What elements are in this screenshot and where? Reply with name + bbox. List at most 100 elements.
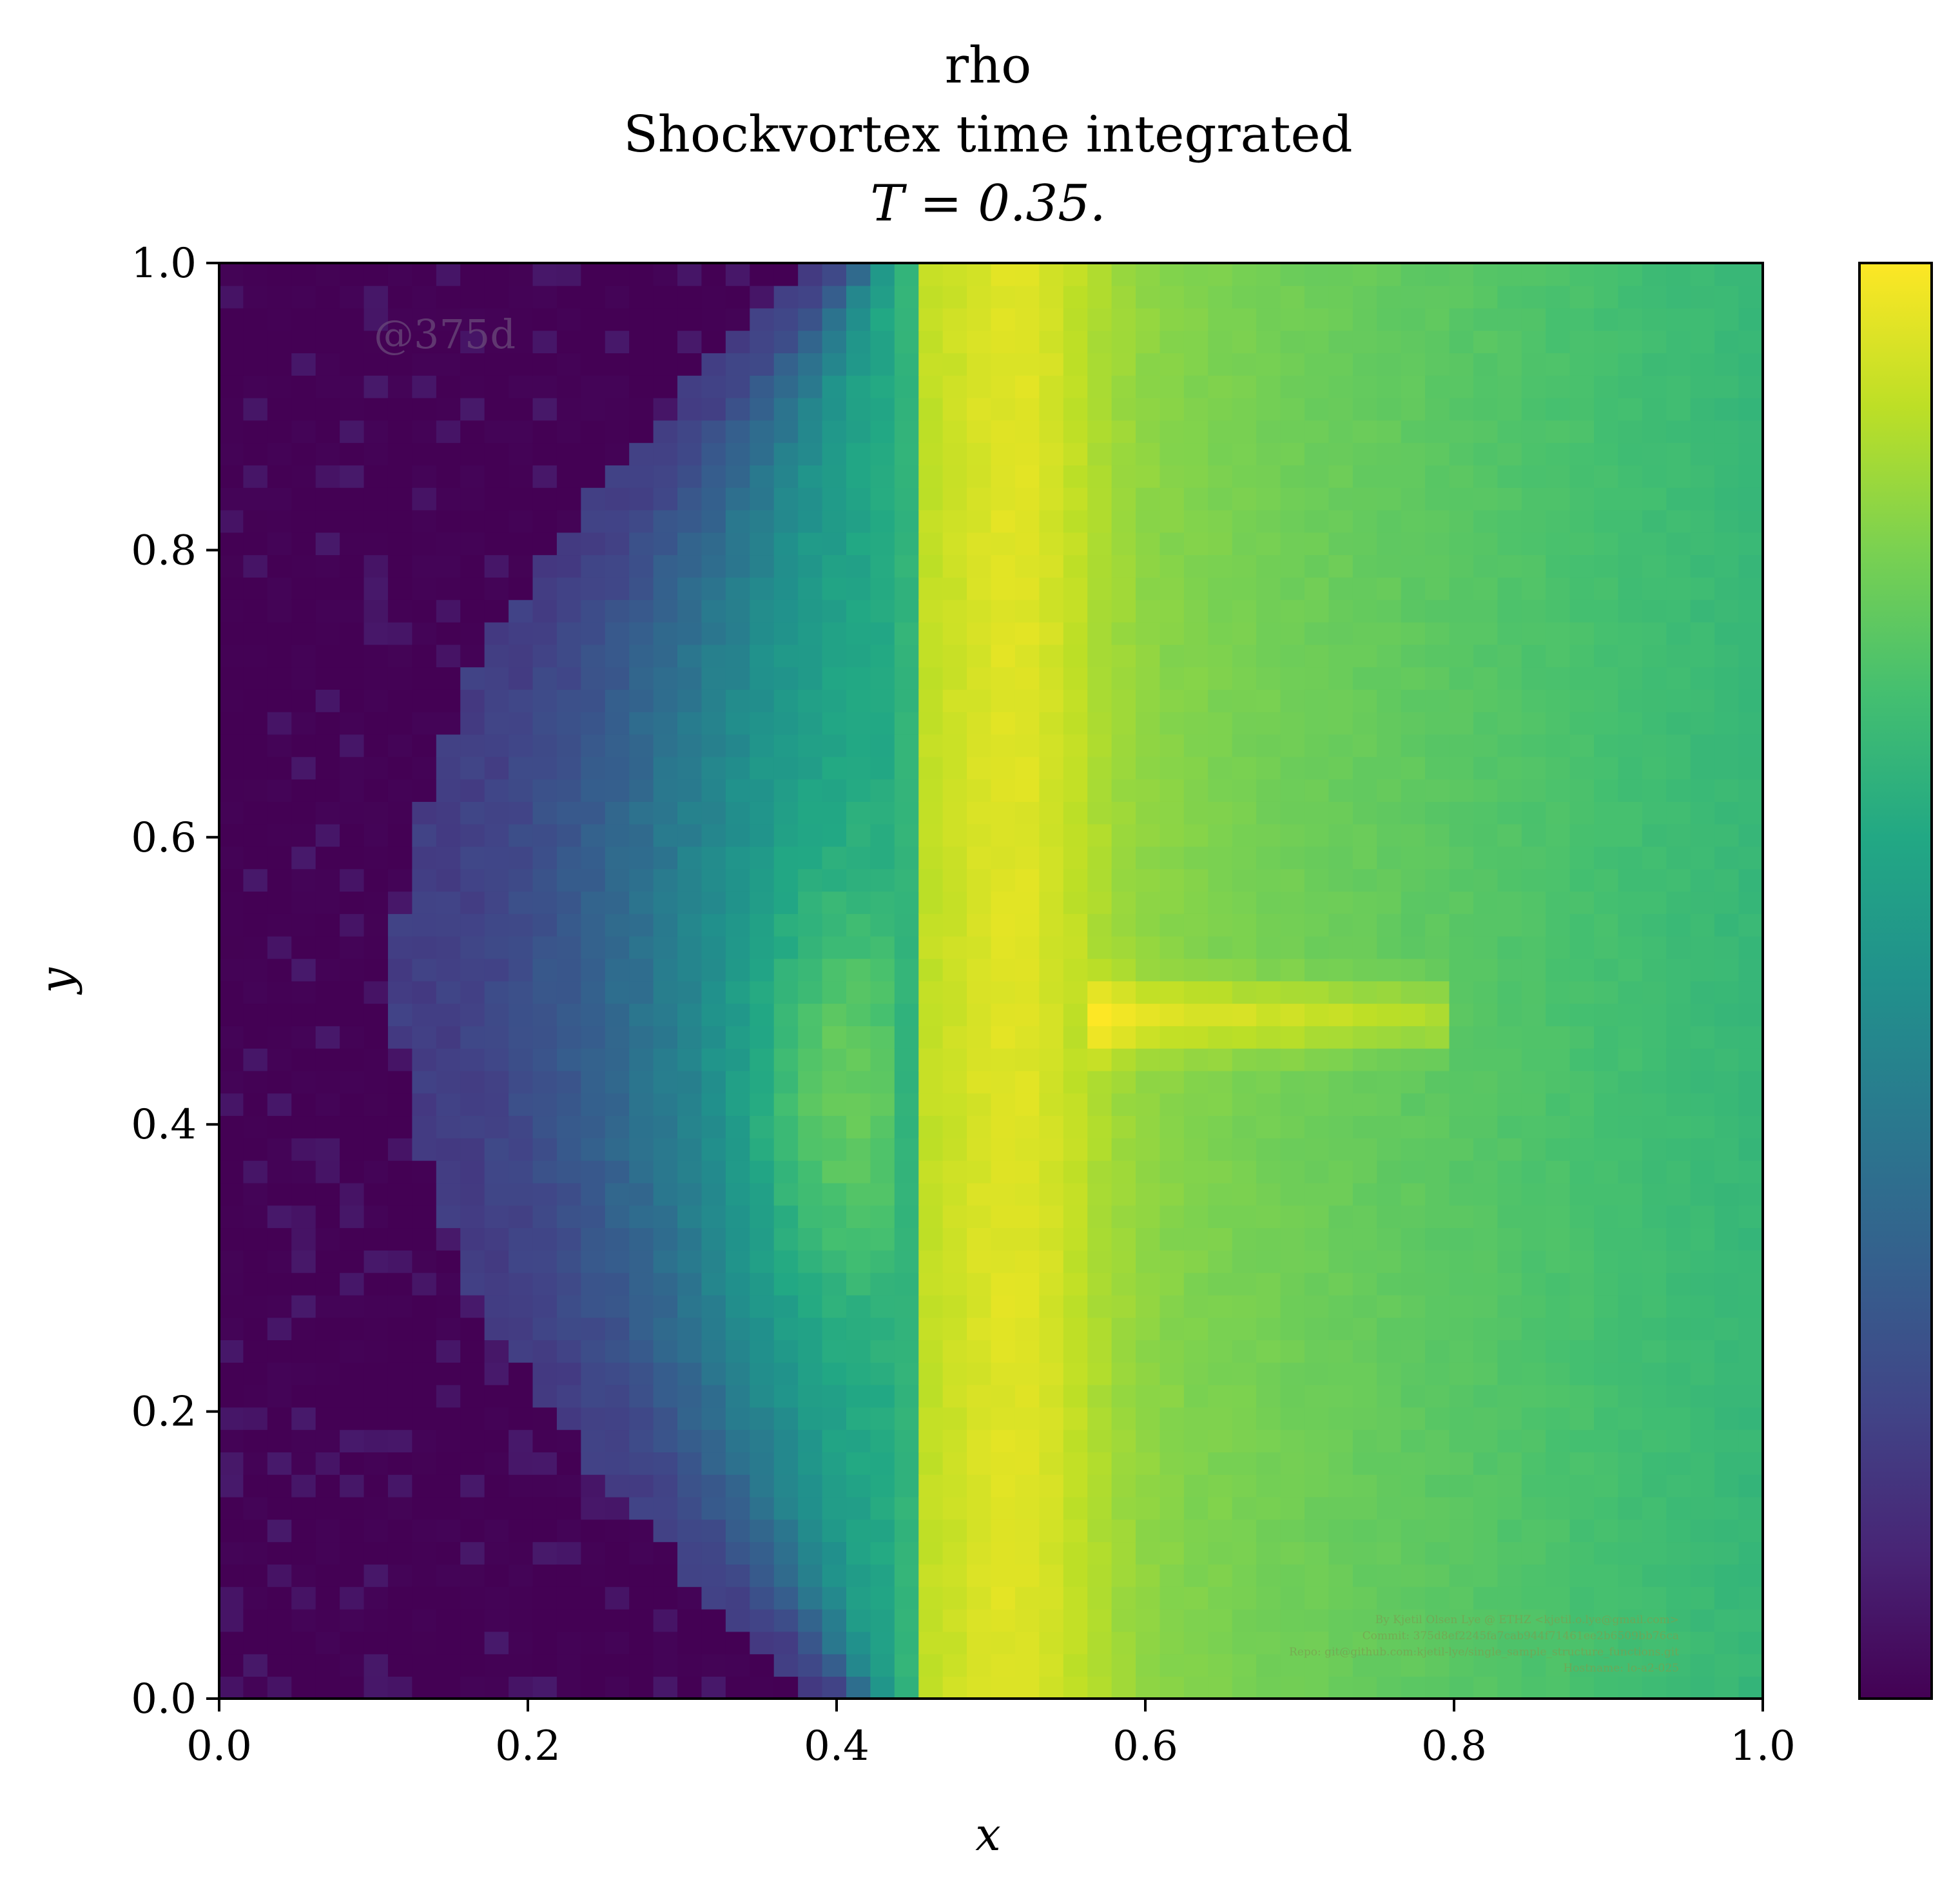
heatmap-cell: [581, 353, 606, 376]
heatmap-cell: [1714, 1676, 1740, 1699]
heatmap-cell: [653, 375, 678, 398]
heatmap-cell: [942, 868, 967, 892]
y-axis-label: y: [30, 967, 83, 995]
heatmap-cell: [894, 823, 920, 847]
heatmap-cell: [460, 330, 485, 353]
heatmap-cell: [1063, 1093, 1088, 1117]
heatmap-cell: [846, 465, 871, 488]
heatmap-cell: [773, 554, 799, 578]
heatmap-cell: [1546, 1541, 1571, 1565]
heatmap-cell: [219, 846, 244, 870]
heatmap-cell: [1569, 913, 1595, 937]
heatmap-cell: [1208, 1093, 1233, 1117]
heatmap-cell: [894, 1070, 920, 1094]
heatmap-cell: [677, 779, 703, 802]
heatmap-cell: [412, 823, 437, 847]
heatmap-cell: [725, 1362, 751, 1385]
heatmap-cell: [484, 285, 509, 309]
heatmap-cell: [532, 1317, 558, 1341]
heatmap-cell: [1352, 734, 1378, 757]
heatmap-cell: [1063, 1048, 1088, 1071]
heatmap-cell: [556, 1070, 582, 1094]
heatmap-cell: [1521, 554, 1546, 578]
heatmap-cell: [1160, 1429, 1185, 1453]
heatmap-cell: [846, 1474, 871, 1497]
heatmap-cell: [315, 375, 340, 398]
heatmap-cell: [315, 1519, 340, 1543]
heatmap-cell: [1014, 1250, 1040, 1273]
heatmap-cell: [1063, 913, 1088, 937]
heatmap-cell: [1546, 1227, 1571, 1251]
heatmap-cell: [315, 779, 340, 802]
heatmap-cell: [219, 1586, 244, 1610]
heatmap-cell: [1642, 756, 1667, 780]
heatmap-cell: [750, 442, 775, 465]
heatmap-cell: [1642, 1115, 1667, 1138]
heatmap-cell: [1087, 1541, 1112, 1565]
heatmap-cell: [315, 1070, 340, 1094]
heatmap-cell: [1160, 577, 1185, 600]
heatmap-cell: [918, 801, 944, 824]
heatmap-cell: [1546, 263, 1571, 286]
heatmap-cell: [387, 1564, 413, 1587]
heatmap-cell: [484, 1496, 509, 1520]
heatmap-cell: [581, 1182, 606, 1206]
heatmap-cell: [556, 599, 582, 623]
heatmap-cell: [460, 1653, 485, 1677]
heatmap-cell: [1111, 1586, 1136, 1610]
heatmap-cell: [1352, 1070, 1378, 1094]
heatmap-cell: [1690, 509, 1715, 533]
heatmap-cell: [581, 599, 606, 623]
heatmap-cell: [1160, 935, 1185, 959]
heatmap-cell: [725, 397, 751, 421]
heatmap-cell: [1521, 307, 1546, 331]
heatmap-cell: [1280, 801, 1305, 824]
heatmap-cell: [773, 532, 799, 556]
heatmap-cell: [967, 509, 992, 533]
heatmap-cell: [267, 1227, 293, 1251]
heatmap-cell: [1714, 509, 1740, 533]
heatmap-cell: [581, 1564, 606, 1587]
heatmap-cell: [1690, 1362, 1715, 1385]
heatmap-cell: [1183, 397, 1209, 421]
heatmap-cell: [653, 487, 678, 511]
heatmap-cell: [315, 1317, 340, 1341]
heatmap-cell: [315, 621, 340, 645]
heatmap-cell: [1594, 577, 1619, 600]
heatmap-cell: [1328, 1653, 1354, 1677]
heatmap-cell: [1642, 1608, 1667, 1632]
heatmap-cell: [1280, 1676, 1305, 1699]
heatmap-cell: [532, 1407, 558, 1430]
heatmap-cell: [942, 958, 967, 982]
heatmap-cell: [364, 958, 389, 982]
heatmap-cell: [1352, 577, 1378, 600]
heatmap-cell: [1714, 285, 1740, 309]
heatmap-cell: [1087, 1474, 1112, 1497]
heatmap-cell: [1425, 1340, 1450, 1363]
heatmap-cell: [1111, 487, 1136, 511]
heatmap-cell: [677, 599, 703, 623]
heatmap-cell: [387, 1452, 413, 1475]
heatmap-cell: [1569, 554, 1595, 578]
heatmap-cell: [1136, 1340, 1161, 1363]
heatmap-cell: [1401, 1541, 1426, 1565]
heatmap-cell: [1160, 846, 1185, 870]
heatmap-cell: [1546, 846, 1571, 870]
heatmap-cell: [1473, 1272, 1499, 1296]
heatmap-cell: [1087, 1317, 1112, 1341]
heatmap-cell: [750, 1608, 775, 1632]
heatmap-cell: [1160, 1227, 1185, 1251]
heatmap-cell: [1328, 577, 1354, 600]
heatmap-cell: [1087, 1653, 1112, 1677]
heatmap-cell: [291, 1160, 316, 1184]
heatmap-cell: [1569, 1362, 1595, 1385]
heatmap-cell: [846, 980, 871, 1004]
heatmap-cell: [1690, 958, 1715, 982]
heatmap-cell: [387, 1407, 413, 1430]
heatmap-cell: [1328, 1272, 1354, 1296]
heatmap-cell: [942, 509, 967, 533]
heatmap-cell: [750, 1362, 775, 1385]
heatmap-cell: [967, 1250, 992, 1273]
heatmap-cell: [701, 554, 726, 578]
heatmap-cell: [1618, 1205, 1643, 1229]
